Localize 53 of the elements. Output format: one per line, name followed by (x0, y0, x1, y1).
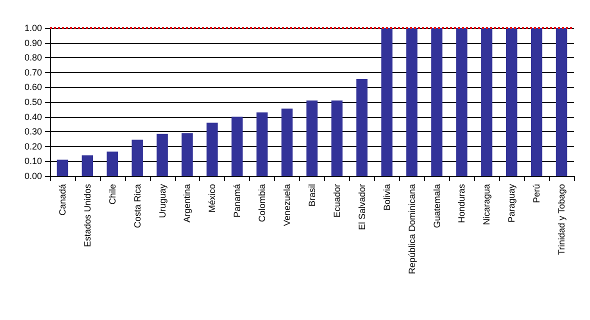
x-tick-label: Costa Rica (132, 184, 142, 228)
bar (481, 28, 492, 176)
x-tick-label: Uruguay (157, 184, 168, 218)
y-tick-label: 0.00 (24, 171, 42, 181)
bar (182, 133, 193, 176)
bar (456, 28, 468, 176)
bar (106, 152, 118, 176)
x-tick-label: Colombia (257, 184, 268, 222)
y-tick-label: 0.20 (24, 141, 42, 152)
x-tick-label: Paraguay (506, 184, 517, 223)
x-tick-label: Nicaragua (482, 184, 492, 226)
x-tick-label: Ecuador (332, 184, 342, 218)
bar (556, 28, 568, 176)
bar (381, 28, 392, 176)
y-tick-label: 1.00 (24, 23, 42, 33)
x-tick-label: Argentina (182, 184, 192, 223)
x-tick-label: Bolivia (382, 184, 392, 211)
y-tick-label: 0.30 (24, 126, 42, 137)
bar (232, 116, 243, 176)
y-tick-label: 0.90 (24, 38, 42, 48)
x-tick-label: República Dominicana (406, 184, 417, 274)
bar (406, 28, 418, 176)
bar (132, 140, 143, 176)
x-tick-label: Brasil (307, 184, 317, 207)
x-tick-label: México (207, 184, 218, 213)
y-tick-label: 0.40 (24, 112, 42, 122)
bar (56, 160, 68, 176)
bar (431, 28, 442, 176)
bar (506, 28, 518, 176)
x-tick-label: Estados Unidos (82, 184, 92, 248)
y-tick-label: 0.80 (24, 52, 42, 63)
bar (356, 79, 368, 176)
bar (256, 112, 268, 176)
y-tick-label: 0.50 (24, 97, 42, 107)
x-tick-label: Venezuela (282, 184, 292, 226)
bar (281, 108, 293, 176)
bar (206, 122, 218, 176)
bar (82, 155, 94, 176)
x-tick-label: Guatemala (432, 184, 442, 228)
bar (306, 100, 318, 176)
bar (331, 100, 343, 176)
y-tick-label: 0.10 (24, 156, 42, 166)
x-tick-label: El Salvador (356, 184, 367, 230)
x-tick-label: Honduras (456, 184, 467, 224)
x-tick-label: Chile (107, 184, 118, 205)
x-tick-label: Canadá (57, 184, 68, 216)
x-tick-label: Perú (532, 184, 542, 204)
x-tick-label: Panamá (232, 184, 242, 218)
bar (530, 28, 542, 176)
y-tick-label: 0.70 (24, 67, 42, 78)
y-tick-label: 0.60 (24, 82, 42, 92)
x-tick-label: Trinidad y Tobago (556, 184, 567, 256)
bar (156, 134, 168, 176)
